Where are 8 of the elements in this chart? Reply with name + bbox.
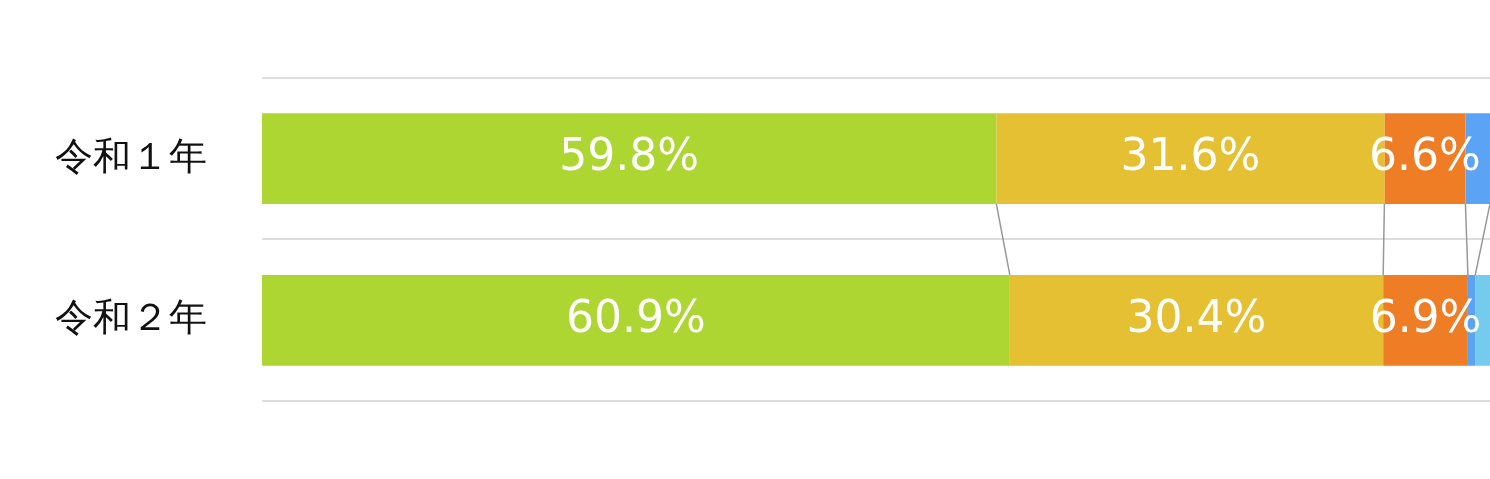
y-tick-label: 令和１年 xyxy=(55,133,207,178)
bar xyxy=(262,275,1010,366)
data-label: 59.8% xyxy=(559,129,700,181)
bar xyxy=(262,113,997,204)
data-label: 60.9% xyxy=(566,290,706,342)
y-tick-label: 令和２年 xyxy=(55,295,207,340)
data-label: 31.6% xyxy=(1120,129,1261,181)
data-label: 30.4% xyxy=(1126,290,1267,342)
